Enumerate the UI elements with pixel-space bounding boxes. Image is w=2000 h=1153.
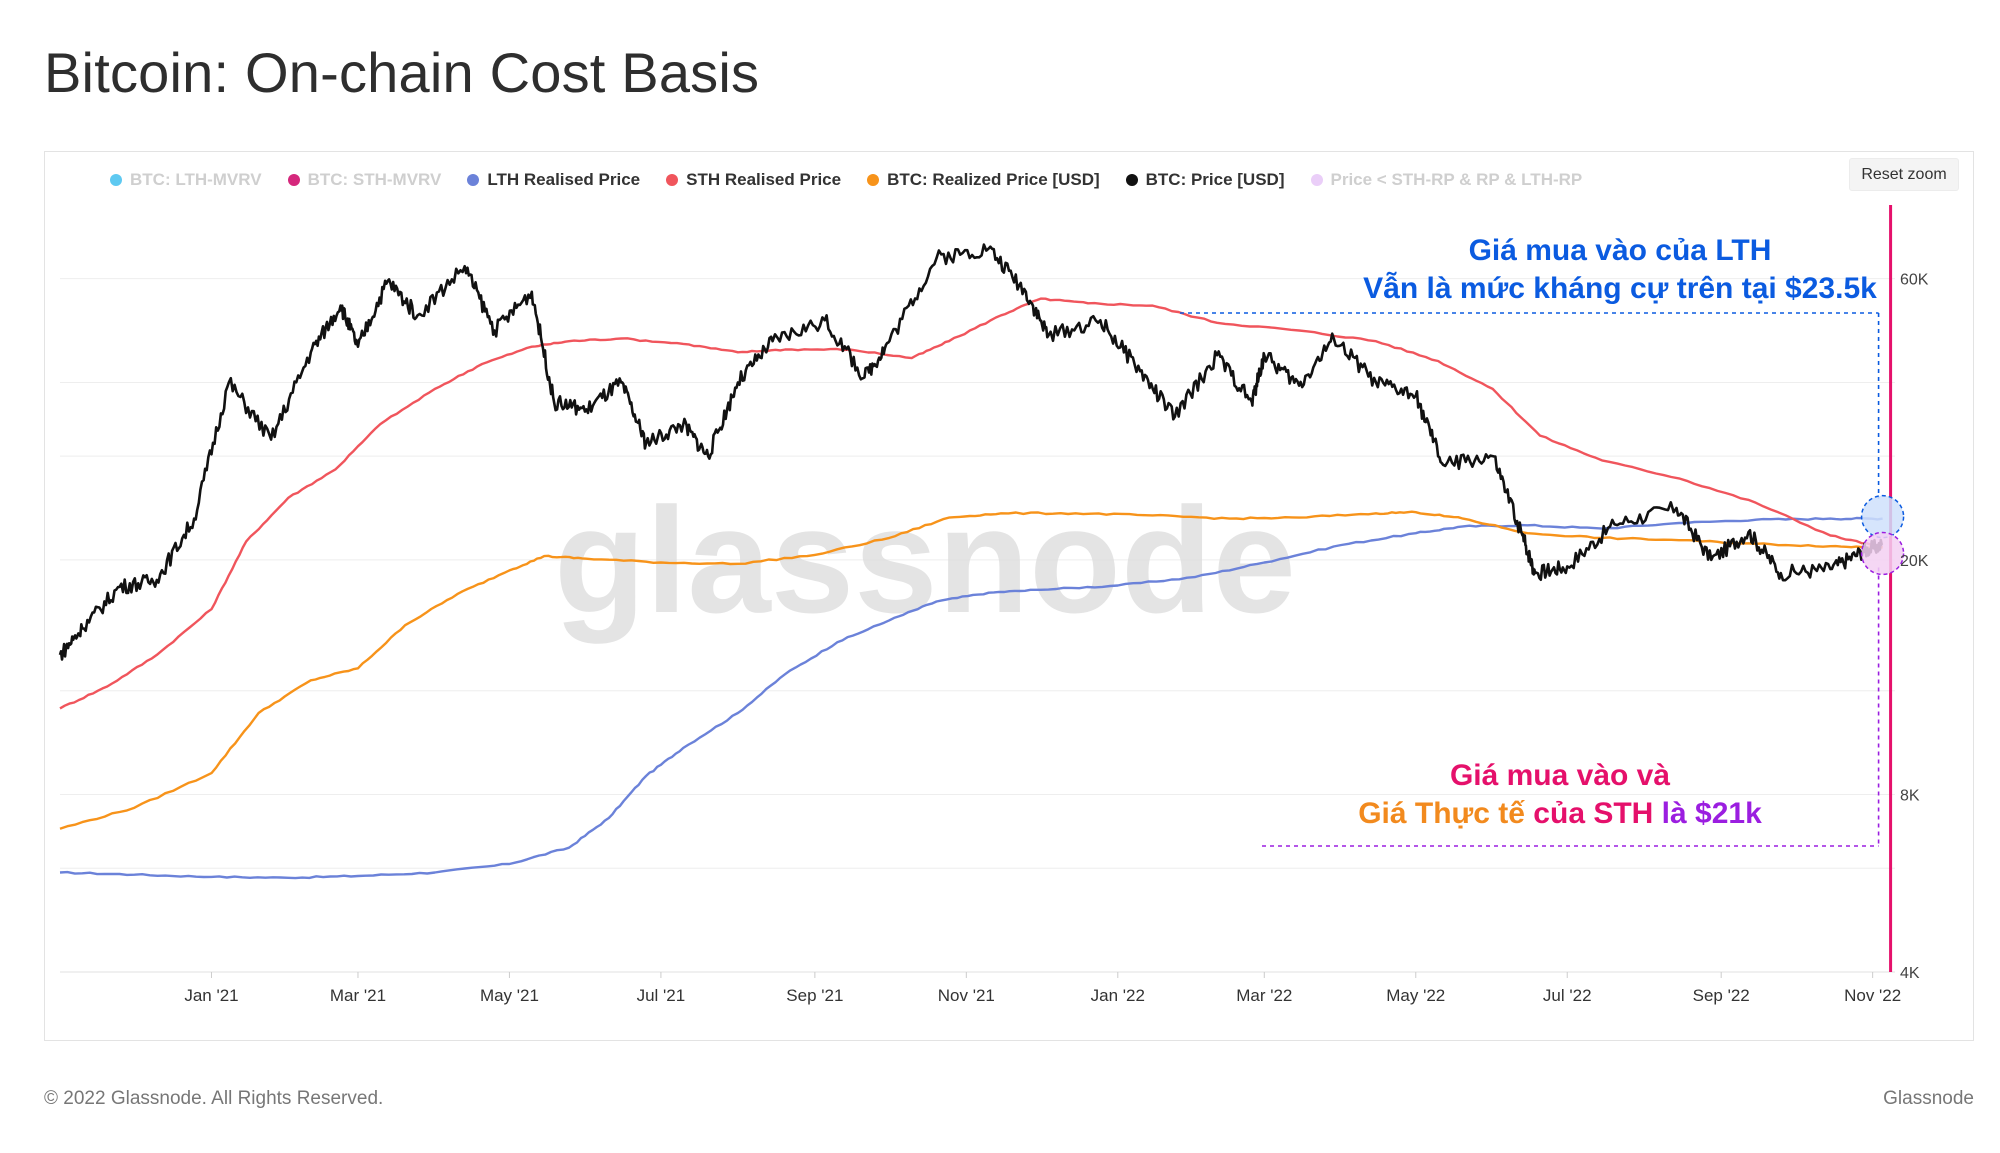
legend-item-4[interactable]: BTC: Realized Price [USD] (867, 170, 1100, 190)
annotation-lth: Giá mua vào của LTH Vẫn là mức kháng cự … (1180, 232, 2000, 308)
x-tick-label: Mar '21 (330, 986, 386, 1005)
annotation-lth-line2: Vẫn là mức kháng cự trên tại $23.5k (1363, 272, 1877, 305)
chart-overlay (1180, 205, 1905, 972)
y-tick-label: 20K (1900, 553, 1929, 570)
annotation-sth-realized: Giá Thực tế (1358, 797, 1525, 830)
legend-dot-icon (1310, 174, 1323, 186)
annotation-sth-value: $21k (1695, 797, 1762, 830)
y-tick-label: 8K (1900, 788, 1920, 805)
chart-gridlines (60, 278, 1895, 973)
legend-label: STH Realised Price (686, 170, 842, 189)
legend-item-1[interactable]: BTC: STH-MVRV (287, 170, 442, 190)
x-axis: Jan '21 Mar '21 May '21 Jul '21 Sep '21 Nov '… (184, 972, 1901, 1005)
legend-item-5[interactable]: BTC: Price [USD] (1125, 170, 1285, 190)
legend-item-3[interactable]: STH Realised Price (666, 170, 841, 190)
x-tick-label: Nov '22 (1844, 986, 1901, 1005)
annotation-sth-of: của STH (1524, 797, 1662, 830)
annotation-sth-is: là (1661, 797, 1696, 830)
series-line-3 (58, 243, 1884, 661)
legend-label: LTH Realised Price (487, 170, 641, 189)
x-tick-label: Jul '22 (1543, 986, 1592, 1005)
series-line-2 (59, 510, 1883, 830)
legend-label: BTC: LTH-MVRV (130, 170, 262, 189)
legend-label: BTC: Realized Price [USD] (887, 170, 1100, 189)
annotation-sth-line2: Giá Thực tế của STH là $21k (1260, 795, 1860, 833)
y-tick-label: 4K (1900, 965, 1920, 982)
legend-label: BTC: Price [USD] (1145, 170, 1285, 189)
watermark: glassnode (554, 476, 1296, 644)
x-tick-label: May '21 (480, 986, 539, 1005)
legend-label: Price < STH-RP & RP & LTH-RP (1330, 170, 1583, 189)
footer-copyright: © 2022 Glassnode. All Rights Reserved. (44, 1088, 384, 1109)
legend-dot-icon (287, 174, 300, 186)
sth-marker-circle (1860, 531, 1905, 576)
legend-label: BTC: STH-MVRV (307, 170, 442, 189)
x-tick-label: Jul '21 (637, 986, 686, 1005)
footer-brand: Glassnode (1883, 1088, 1974, 1109)
page-title: Bitcoin: On-chain Cost Basis (44, 41, 760, 104)
chart-legend: BTC: LTH-MVRV BTC: STH-MVRV LTH Realised P… (110, 166, 1582, 194)
y-tick-label: 60K (1900, 272, 1929, 289)
x-tick-label: Sep '22 (1693, 986, 1750, 1005)
series-line-0 (59, 516, 1883, 880)
legend-dot-icon (1125, 174, 1138, 186)
legend-dot-icon (867, 174, 880, 186)
y-axis: 4K 8K 20K 60K (1900, 272, 1929, 982)
x-tick-label: Sep '21 (786, 986, 843, 1005)
chart-frame (44, 151, 1974, 1041)
x-tick-label: May '22 (1386, 986, 1445, 1005)
legend-item-6[interactable]: Price < STH-RP & RP & LTH-RP (1310, 170, 1583, 190)
x-tick-label: Jan '22 (1091, 986, 1145, 1005)
annotation-lth-line1: Giá mua vào của LTH (1468, 234, 1772, 267)
x-tick-label: Jan '21 (184, 986, 238, 1005)
chart-series (58, 243, 1884, 880)
legend-dot-icon (666, 174, 679, 186)
legend-dot-icon (110, 174, 122, 186)
legend-item-0[interactable]: BTC: LTH-MVRV (110, 170, 262, 190)
annotation-sth: Giá mua vào và Giá Thực tế của STH là $2… (1260, 757, 1860, 833)
lth-marker-circle (1860, 494, 1905, 539)
legend-item-2[interactable]: LTH Realised Price (467, 170, 640, 190)
x-tick-label: Mar '22 (1236, 986, 1292, 1005)
annotation-sth-line1: Giá mua vào và (1449, 759, 1671, 792)
legend-dot-icon (467, 174, 480, 186)
reset-zoom-button[interactable]: Reset zoom (1849, 158, 1959, 191)
x-tick-label: Nov '21 (938, 986, 995, 1005)
